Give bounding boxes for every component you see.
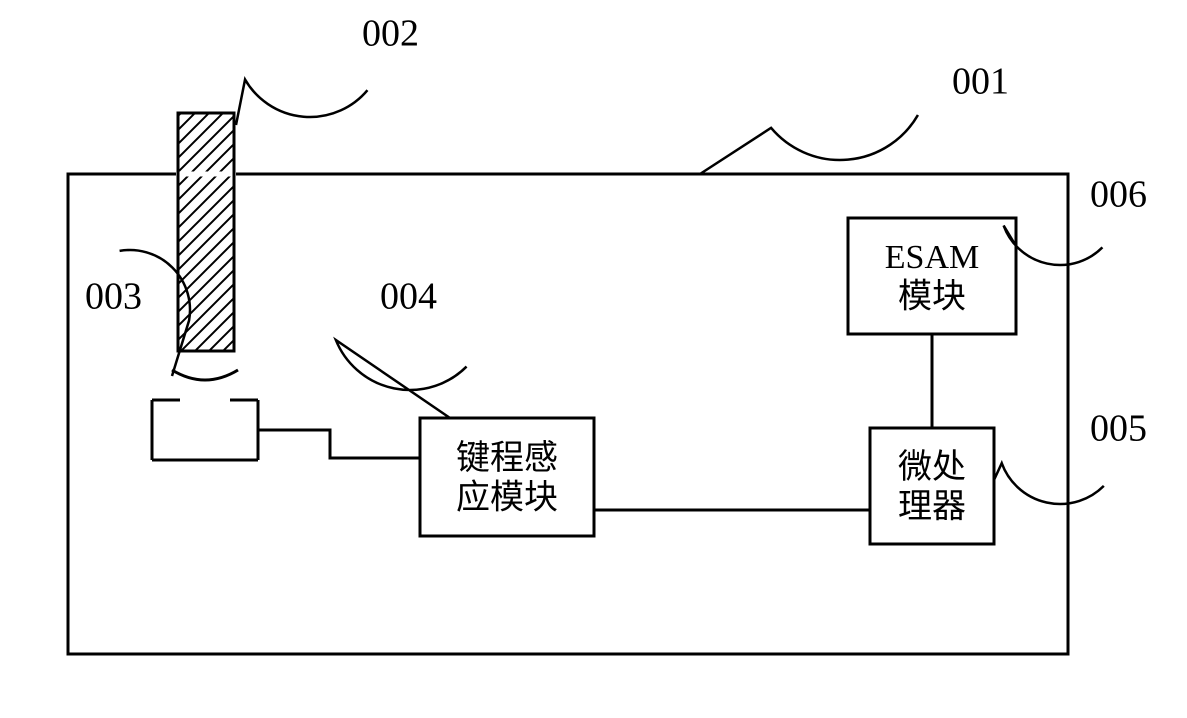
callout-leader-005 xyxy=(994,463,1104,504)
keypress-label-2: 应模块 xyxy=(456,478,558,516)
diagram-root: 键程感应模块 微处理器 ESAM模块 001 002 003 004 005 006 xyxy=(0,0,1187,718)
callout-label-001: 001 xyxy=(952,61,1009,103)
mcu-label-2: 理器 xyxy=(898,488,966,525)
callout-label-005: 005 xyxy=(1090,408,1147,450)
callout-label-006: 006 xyxy=(1090,174,1147,216)
button-shaft xyxy=(178,113,234,351)
connector-button_base_right-keypress_left xyxy=(258,430,420,458)
callout-leader-006 xyxy=(1004,226,1103,265)
callout-leader-004 xyxy=(336,340,467,418)
mcu-label-1: 微处 xyxy=(898,448,966,486)
esam-label-1: ESAM xyxy=(885,239,979,276)
callout-leader-001 xyxy=(700,115,918,174)
callout-label-004: 004 xyxy=(380,276,437,318)
diagram-svg: 键程感应模块 微处理器 ESAM模块 001 002 003 004 005 006 xyxy=(0,0,1187,718)
callout-label-003: 003 xyxy=(85,276,142,318)
callout-leader-002 xyxy=(236,80,367,126)
keypress-label-1: 键程感 xyxy=(456,439,558,477)
button-cup xyxy=(172,370,238,380)
esam-label-2: 模块 xyxy=(898,277,966,315)
callout-label-002: 002 xyxy=(362,13,419,55)
